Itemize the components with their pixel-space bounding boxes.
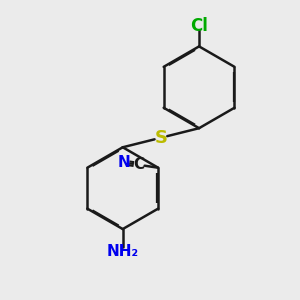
Text: Cl: Cl <box>190 17 208 35</box>
Text: C: C <box>134 158 145 172</box>
Text: S: S <box>154 129 167 147</box>
Text: NH₂: NH₂ <box>107 244 139 259</box>
Text: N: N <box>117 155 130 170</box>
